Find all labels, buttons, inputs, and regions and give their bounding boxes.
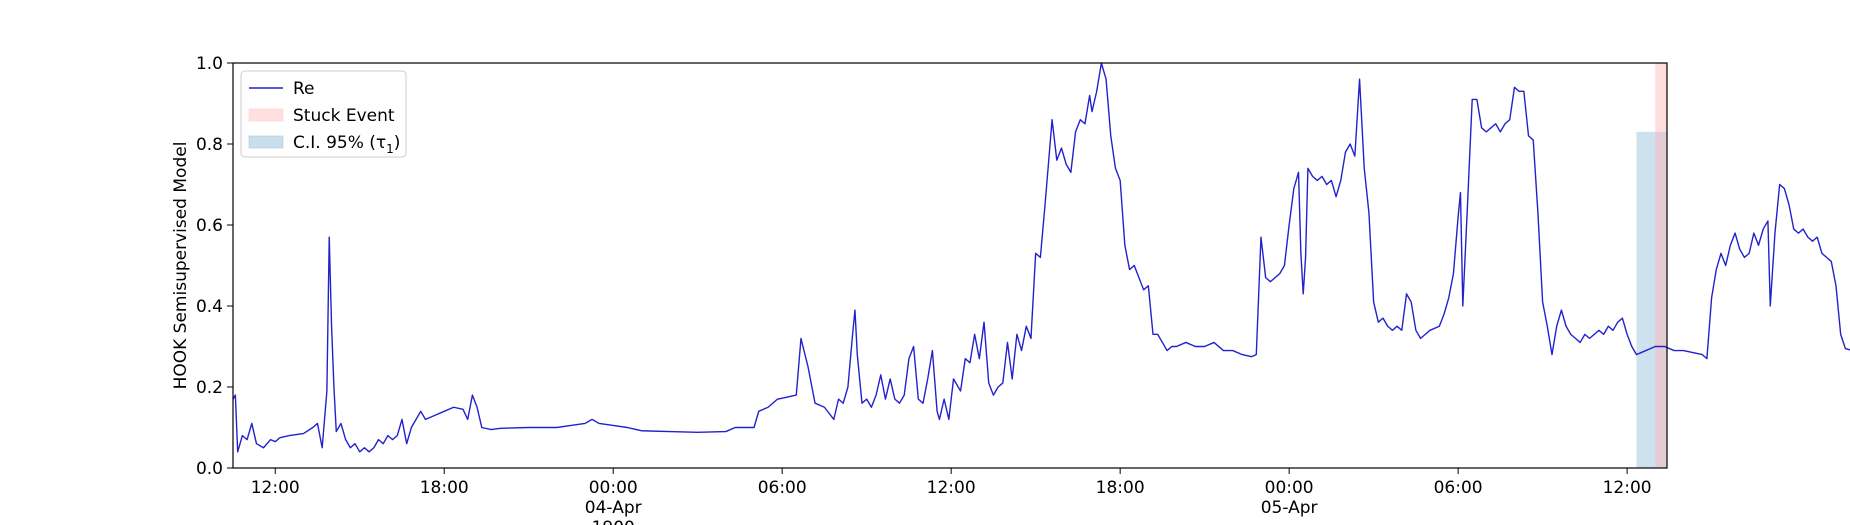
x-tick-label: 12:00 [1603,478,1652,498]
x-tick-date-label: 05-Apr [1261,498,1318,518]
shaded-regions [1636,63,1667,468]
legend-label: Re [293,79,315,99]
legend-swatch-patch [248,108,284,122]
legend-swatch-patch [248,135,284,149]
x-tick-label: 06:00 [758,478,807,498]
legend: Re Stuck Event C.I. 95% (τ1) [240,70,407,158]
x-tick-label: 06:00 [1434,478,1483,498]
x-tick-year-label: 1900 [592,518,635,525]
plot-frame [232,62,1668,469]
series-lines [232,62,1850,453]
x-tick-label: 18:00 [1096,478,1145,498]
legend-box [240,70,407,158]
y-tick-label: 0.4 [196,297,223,317]
y-tick-label: 0.2 [196,378,223,398]
y-tick-label: 0.6 [196,216,223,236]
x-tick-label: 12:00 [251,478,300,498]
series-line-re [232,62,1850,453]
ci-95-region [1636,131,1667,468]
x-tick-label: 18:00 [420,478,469,498]
y-tick-label: 1.0 [196,54,223,74]
stuck-event-region [1655,63,1667,468]
y-tick-label: 0.8 [196,135,223,155]
x-tick-label: 12:00 [927,478,976,498]
x-tick-label: 00:00 [589,478,638,498]
legend-label: Stuck Event [293,106,395,126]
y-tick-label: 0.0 [196,459,223,479]
y-axis-label: HOOK Semisupervised Model [171,142,191,390]
x-tick-label: 00:00 [1265,478,1314,498]
axis-ticks: 0.00.20.40.60.81.012:0018:0000:0004-Apr1… [196,54,1652,525]
legend-label: C.I. 95% (τ1) [293,133,400,156]
x-tick-date-label: 04-Apr [585,498,642,518]
